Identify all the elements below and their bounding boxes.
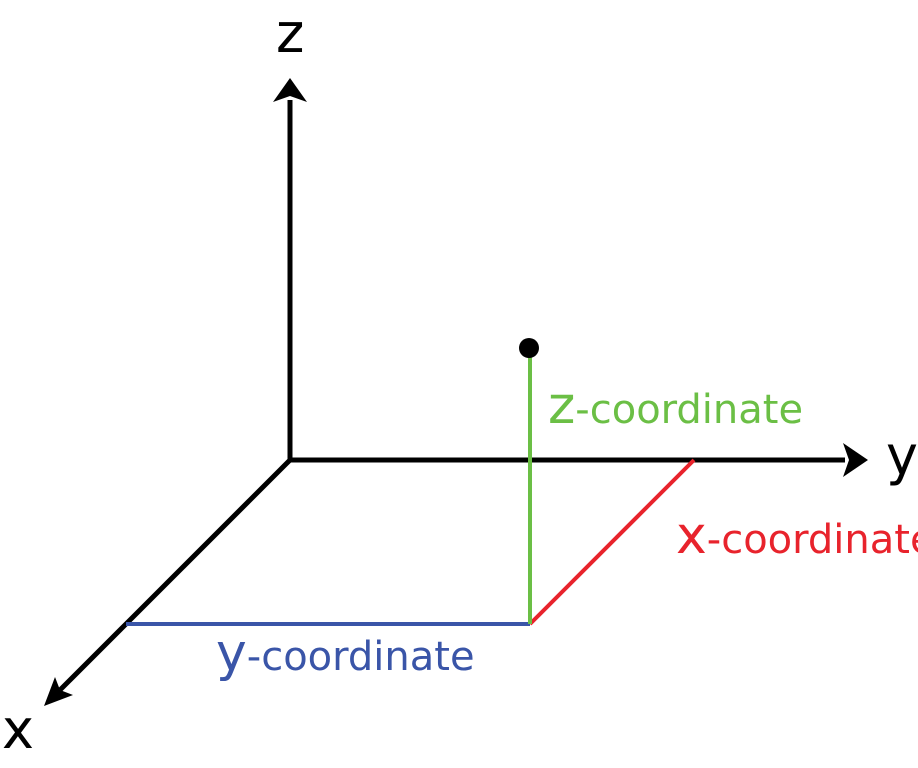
y-coordinate-label: y-coordinate [216, 623, 475, 683]
z-coordinate-letter: z [548, 376, 575, 436]
y-coordinate-suffix: -coordinate [247, 634, 475, 680]
y-axis-arrowhead [843, 443, 868, 477]
z-axis-label: z [276, 2, 304, 65]
x-axis-label: x [2, 698, 34, 761]
x-coordinate-line [528, 458, 696, 626]
x-coordinate-letter: x [676, 506, 707, 566]
y-axis-label: y [886, 424, 918, 487]
x-coordinate-label: x-coordinate [676, 506, 918, 566]
y-coordinate-letter: y [216, 623, 247, 683]
x-axis-arrowhead [44, 677, 73, 706]
z-coordinate-suffix: -coordinate [575, 387, 803, 433]
z-axis-arrowhead [273, 78, 307, 102]
x-axis [58, 458, 292, 692]
point-marker [519, 338, 539, 358]
x-coordinate-suffix: -coordinate [707, 517, 918, 563]
z-coordinate-label: z-coordinate [548, 376, 803, 436]
